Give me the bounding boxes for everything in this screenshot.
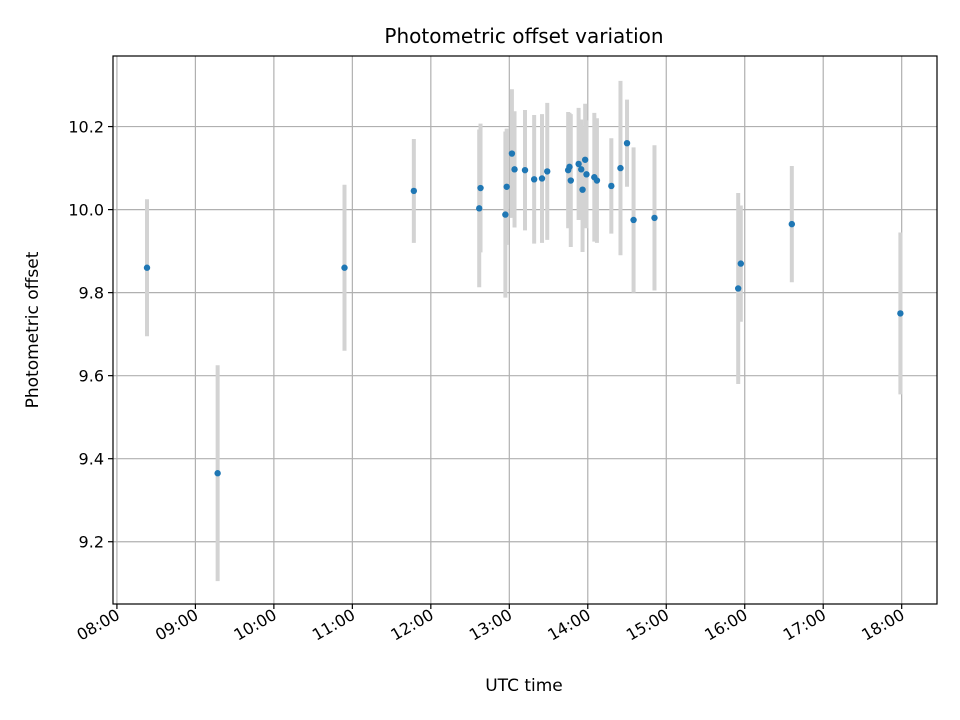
chart-title: Photometric offset variation (384, 24, 663, 48)
y-axis-label: Photometric offset (23, 251, 43, 408)
data-point (734, 285, 742, 292)
x-axis-label: UTC time (485, 676, 563, 696)
data-point (788, 220, 796, 228)
data-point (511, 166, 518, 173)
y-tick-label: 10.0 (68, 201, 104, 220)
x-tick-label: 17:00 (780, 605, 829, 645)
data-point (593, 177, 601, 184)
y-tick-label: 9.2 (79, 533, 104, 552)
data-point (581, 156, 589, 163)
data-point (530, 176, 538, 183)
y-tick-label: 10.2 (68, 118, 104, 137)
data-points (143, 139, 904, 477)
data-point (617, 164, 624, 172)
y-tick-label: 9.6 (79, 367, 104, 386)
x-tick-label: 13:00 (466, 605, 515, 645)
plot-frame (112, 55, 938, 605)
x-tick-label: 12:00 (387, 605, 436, 645)
x-tick-label: 15:00 (623, 605, 672, 645)
data-point (521, 166, 529, 174)
data-point (502, 211, 509, 218)
data-point (630, 216, 637, 224)
data-point (476, 205, 483, 212)
x-tick-label: 09:00 (152, 605, 201, 645)
data-point (538, 175, 546, 182)
x-tick-label: 14:00 (544, 605, 593, 645)
data-point (544, 168, 551, 175)
data-point (578, 166, 585, 173)
data-point (897, 310, 904, 317)
y-axis: 9.2 9.4 9.6 9.8 10.0 10.2 (68, 118, 113, 552)
data-point (143, 264, 151, 271)
x-tick-label: 16:00 (701, 605, 750, 645)
x-tick-label: 11:00 (309, 605, 358, 645)
x-axis: 08:00 09:00 10:00 11:00 12:00 13:00 14:00 15:00… (73, 604, 908, 645)
x-tick-label: 08:00 (73, 605, 122, 645)
data-point (583, 171, 590, 178)
data-point (623, 139, 631, 147)
y-tick-label: 9.4 (79, 450, 104, 469)
data-point (503, 183, 510, 190)
data-point (410, 187, 418, 195)
y-tick-label: 9.8 (79, 284, 104, 303)
x-tick-label: 18:00 (858, 605, 907, 645)
data-point (566, 163, 573, 171)
x-tick-label: 10:00 (230, 605, 279, 645)
data-point (341, 264, 348, 271)
data-point (737, 260, 745, 267)
error-bars (145, 80, 903, 582)
data-point (651, 214, 658, 222)
data-point (477, 184, 484, 192)
data-point (579, 186, 586, 193)
data-point (575, 160, 582, 168)
data-point (508, 150, 516, 157)
data-point (608, 182, 615, 190)
data-point (567, 177, 574, 184)
data-point (214, 470, 221, 477)
